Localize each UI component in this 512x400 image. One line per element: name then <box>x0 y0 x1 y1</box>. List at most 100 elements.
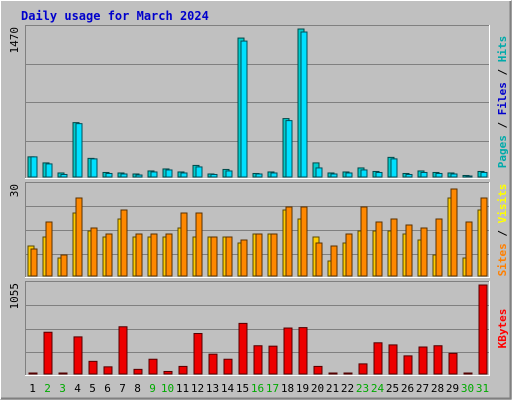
bar-kbytes-4 <box>73 336 83 375</box>
bar-sites-24 <box>375 221 383 277</box>
legend-item: KBytes <box>496 309 509 349</box>
bar-files-18 <box>285 120 293 178</box>
x-label-day-3: 3 <box>59 382 66 395</box>
x-label-day-11: 11 <box>176 382 189 395</box>
x-label-day-10: 10 <box>161 382 174 395</box>
bar-files-30 <box>465 175 473 178</box>
bar-kbytes-25 <box>388 344 398 375</box>
bar-sites-3 <box>60 254 68 277</box>
x-label-day-22: 22 <box>341 382 354 395</box>
bar-sites-11 <box>180 212 188 277</box>
x-label-day-23: 23 <box>356 382 369 395</box>
x-label-day-15: 15 <box>236 382 249 395</box>
bar-files-15 <box>240 40 248 178</box>
bar-sites-12 <box>195 212 203 277</box>
bar-sites-7 <box>120 209 128 277</box>
bar-files-9 <box>150 171 158 178</box>
bar-kbytes-13 <box>208 353 218 375</box>
legend-item: Visits <box>496 184 509 224</box>
bar-sites-29 <box>450 188 458 277</box>
chart-title: Daily usage for March 2024 <box>21 9 209 23</box>
bar-sites-28 <box>435 218 443 277</box>
bar-kbytes-2 <box>43 331 53 375</box>
legend: KBytes <box>496 309 509 349</box>
bar-kbytes-27 <box>418 346 428 375</box>
bar-kbytes-12 <box>193 333 203 375</box>
bar-files-26 <box>405 173 413 178</box>
bar-files-22 <box>345 172 353 178</box>
legend-item: Pages <box>496 135 509 168</box>
bar-files-2 <box>45 163 53 178</box>
bar-sites-17 <box>270 233 278 277</box>
bar-kbytes-21 <box>328 372 338 375</box>
x-label-day-1: 1 <box>29 382 36 395</box>
bar-kbytes-11 <box>178 365 188 375</box>
bar-kbytes-18 <box>283 327 293 375</box>
x-label-day-9: 9 <box>149 382 156 395</box>
bar-sites-30 <box>465 221 473 277</box>
bar-kbytes-31 <box>478 284 488 375</box>
bar-sites-1 <box>30 248 38 277</box>
x-label-day-13: 13 <box>206 382 219 395</box>
bar-files-27 <box>420 171 428 178</box>
bar-files-6 <box>105 172 113 178</box>
x-label-day-16: 16 <box>251 382 264 395</box>
bar-kbytes-30 <box>463 372 473 375</box>
bar-files-21 <box>330 173 338 178</box>
bar-kbytes-20 <box>313 365 323 375</box>
bar-sites-10 <box>165 233 173 277</box>
bar-files-5 <box>90 158 98 178</box>
bar-kbytes-23 <box>358 363 368 375</box>
bar-kbytes-9 <box>148 358 158 375</box>
legend-item: Files <box>496 82 509 115</box>
x-label-day-30: 30 <box>461 382 474 395</box>
legend-item: Sites <box>496 243 509 276</box>
bar-files-3 <box>60 173 68 178</box>
y-max-label: 1470 <box>8 27 21 54</box>
x-label-day-21: 21 <box>326 382 339 395</box>
bar-files-17 <box>270 172 278 178</box>
x-label-day-18: 18 <box>281 382 294 395</box>
bar-files-28 <box>435 172 443 178</box>
bar-sites-21 <box>330 245 338 277</box>
bar-files-11 <box>180 172 188 178</box>
bar-files-23 <box>360 169 368 178</box>
bar-files-29 <box>450 173 458 178</box>
bar-kbytes-17 <box>268 345 278 375</box>
legend-separator: / <box>496 115 509 135</box>
x-axis-labels: 1 2 3 4 5 6 7 8 9 10 11 12 13 14 15 16 17 18 19 20 21 22 23 24 2… <box>29 382 489 395</box>
legend: Pages / Files / Hits <box>496 36 509 169</box>
legend-separator: / <box>496 223 509 243</box>
x-label-day-24: 24 <box>371 382 385 395</box>
bar-sites-16 <box>255 233 263 277</box>
bar-files-16 <box>255 173 263 178</box>
bar-kbytes-7 <box>118 326 128 375</box>
bar-files-24 <box>375 171 383 178</box>
bar-files-13 <box>210 173 218 178</box>
x-label-day-14: 14 <box>221 382 235 395</box>
bar-kbytes-24 <box>373 342 383 375</box>
bar-sites-20 <box>315 242 323 277</box>
x-label-day-12: 12 <box>191 382 204 395</box>
bar-kbytes-8 <box>133 368 143 375</box>
bar-sites-26 <box>405 224 413 277</box>
x-label-day-5: 5 <box>89 382 96 395</box>
chart-panel-2: 30 Sites / Visits <box>8 182 509 278</box>
bar-files-31 <box>480 171 488 178</box>
bar-files-25 <box>390 158 398 178</box>
bar-files-1 <box>30 156 38 178</box>
x-label-day-17: 17 <box>266 382 279 395</box>
chart-panels: 1470 Pages / Files / Hits 30 Sites / Visits… <box>8 25 509 376</box>
x-label-day-29: 29 <box>446 382 459 395</box>
legend-item: Hits <box>496 36 509 63</box>
bar-sites-2 <box>45 221 53 277</box>
x-label-day-26: 26 <box>401 382 414 395</box>
legend-separator: / <box>496 62 509 82</box>
bar-kbytes-19 <box>298 327 308 375</box>
bar-sites-22 <box>345 233 353 277</box>
bar-files-20 <box>315 167 323 178</box>
x-label-day-8: 8 <box>134 382 141 395</box>
bar-kbytes-14 <box>223 358 233 375</box>
